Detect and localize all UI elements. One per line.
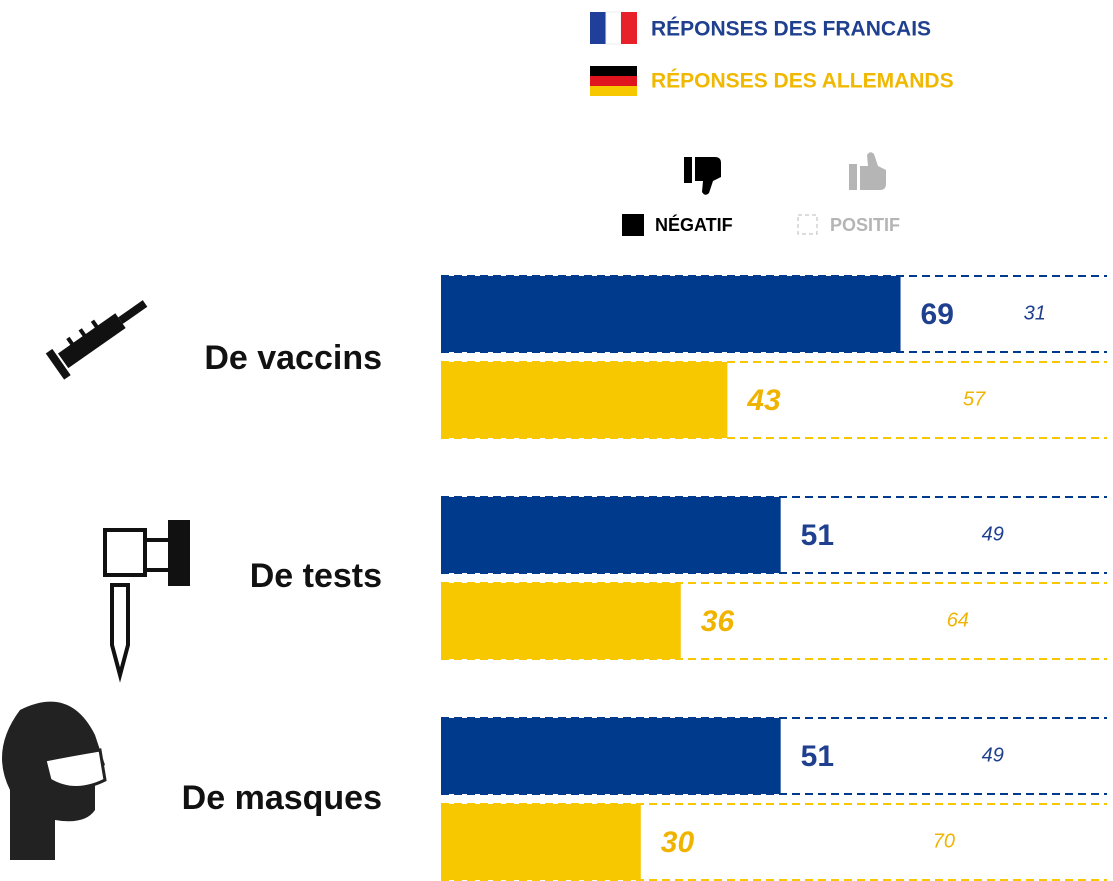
test-hand-icon bbox=[103, 520, 190, 683]
positive-value-label: 70 bbox=[933, 830, 955, 852]
positive-value-label: 57 bbox=[963, 388, 986, 410]
negative-bar bbox=[441, 362, 728, 438]
category-label: De tests bbox=[250, 557, 382, 595]
positive-area bbox=[727, 362, 1107, 438]
negative-value-label: 51 bbox=[801, 740, 834, 773]
positive-area bbox=[641, 804, 1107, 880]
positive-bar bbox=[441, 496, 1107, 574]
thumb-down-icon bbox=[684, 157, 721, 195]
negative-value-label: 69 bbox=[921, 298, 954, 331]
legend-france: RÉPONSES DES FRANCAIS bbox=[651, 18, 931, 41]
flag-france bbox=[590, 11, 637, 45]
positive-area bbox=[681, 583, 1107, 659]
positive-bar bbox=[441, 361, 1107, 439]
legend-negative: NÉGATIF bbox=[655, 214, 733, 235]
legend-positive: POSITIF bbox=[830, 215, 900, 235]
negative-value-label: 30 bbox=[661, 826, 695, 859]
negative-value-label: 51 bbox=[801, 519, 834, 552]
legend-germany: RÉPONSES DES ALLEMANDS bbox=[651, 70, 954, 93]
negative-bar bbox=[441, 497, 781, 573]
negative-bar bbox=[441, 583, 681, 659]
positive-bar bbox=[441, 717, 1107, 795]
legend-negative-swatch bbox=[622, 214, 644, 236]
positive-value-label: 64 bbox=[947, 609, 969, 631]
legend-positive-swatch bbox=[797, 214, 818, 235]
mask-icon bbox=[2, 701, 107, 860]
negative-bar bbox=[441, 804, 641, 880]
positive-value-label: 31 bbox=[1024, 302, 1046, 324]
category-label: De masques bbox=[182, 779, 382, 817]
positive-bar bbox=[441, 582, 1107, 660]
negative-value-label: 36 bbox=[701, 605, 735, 638]
syringe-icon bbox=[45, 300, 148, 380]
positive-value-label: 49 bbox=[982, 523, 1004, 545]
category-label: De vaccins bbox=[204, 339, 382, 377]
negative-value-label: 43 bbox=[746, 384, 781, 417]
positive-bar bbox=[441, 803, 1107, 881]
negative-bar bbox=[441, 718, 781, 794]
positive-bar bbox=[441, 275, 1107, 353]
negative-bar bbox=[441, 276, 901, 352]
thumb-up-icon bbox=[849, 152, 886, 190]
positive-value-label: 49 bbox=[982, 744, 1004, 766]
flag-germany bbox=[590, 66, 637, 96]
